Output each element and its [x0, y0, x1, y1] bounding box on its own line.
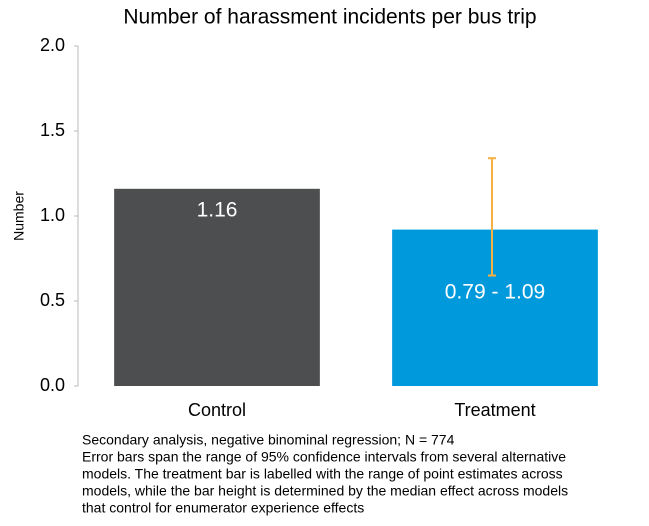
footnote-line: Secondary analysis, negative binominal r… — [82, 432, 455, 448]
x-tick-label: Treatment — [454, 400, 535, 420]
y-tick-label: 2.0 — [40, 35, 65, 55]
range-annotation: 0.79 - 1.09 — [445, 281, 545, 304]
y-axis-label: Number — [11, 191, 27, 241]
bar — [392, 229, 598, 386]
chart-title: Number of harassment incidents per bus t… — [123, 6, 536, 29]
footnote-line: models. The treatment bar is labelled wi… — [82, 466, 563, 482]
y-tick-label: 1.0 — [40, 205, 65, 225]
bar — [114, 188, 320, 386]
y-tick-label: 0.0 — [40, 375, 65, 395]
x-tick-label: Control — [188, 400, 246, 420]
y-tick-label: 0.5 — [40, 290, 65, 310]
footnote-line: Error bars span the range of 95% confide… — [82, 449, 566, 465]
footnote-line: models, while the bar height is determin… — [82, 483, 568, 499]
value-label: 1.16 — [197, 198, 238, 221]
footnote-line: that control for enumerator experience e… — [82, 500, 364, 516]
y-tick-label: 1.5 — [40, 120, 65, 140]
